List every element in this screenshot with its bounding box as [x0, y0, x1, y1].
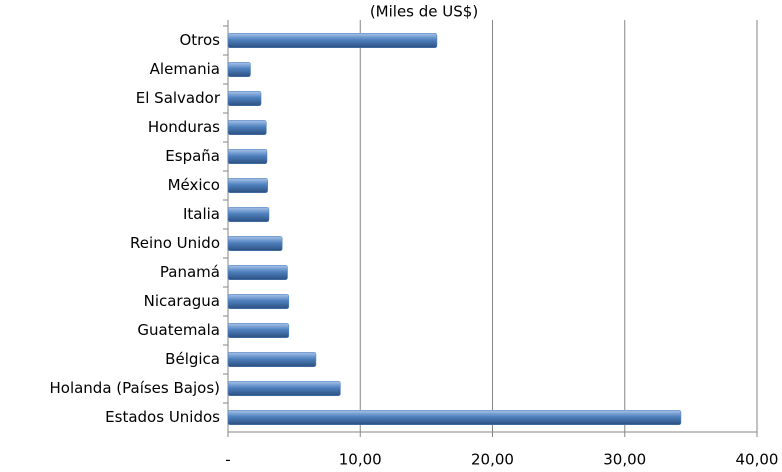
y-tick-label: Reino Unido	[130, 234, 220, 252]
y-tick-label: El Salvador	[136, 89, 221, 107]
x-tick-label: 30,00	[603, 451, 646, 469]
y-tick-label: México	[168, 176, 220, 194]
bar	[227, 178, 268, 193]
y-tick-label: Otros	[179, 31, 220, 49]
y-tick-label: Bélgica	[165, 350, 220, 368]
bar	[227, 91, 262, 106]
y-tick-label: Estados Unidos	[105, 408, 220, 426]
bar	[227, 352, 317, 367]
y-tick-label: Nicaragua	[144, 292, 220, 310]
x-tick-label: 10,00	[339, 451, 382, 469]
x-tick-label: 20,00	[471, 451, 514, 469]
y-tick-label: Italia	[183, 205, 220, 223]
bar	[227, 381, 341, 396]
bar	[227, 33, 438, 48]
x-tick-label: -	[225, 451, 230, 469]
bar	[227, 294, 290, 309]
x-tick-label: 40,00	[736, 451, 779, 469]
bar	[227, 149, 268, 164]
bar	[227, 120, 267, 135]
y-tick-label: España	[165, 147, 220, 165]
bar	[227, 62, 251, 77]
y-tick-label: Honduras	[148, 118, 220, 136]
bar	[227, 265, 288, 280]
bar	[227, 236, 283, 251]
chart-subtitle: (Miles de US$)	[370, 3, 478, 21]
y-tick-label: Alemania	[150, 60, 220, 78]
y-tick-label: Holanda (Países Bajos)	[49, 379, 220, 397]
bar	[227, 207, 270, 222]
y-tick-label: Panamá	[160, 263, 220, 281]
bar	[227, 323, 290, 338]
bar	[227, 410, 682, 425]
y-tick-label: Guatemala	[137, 321, 220, 339]
